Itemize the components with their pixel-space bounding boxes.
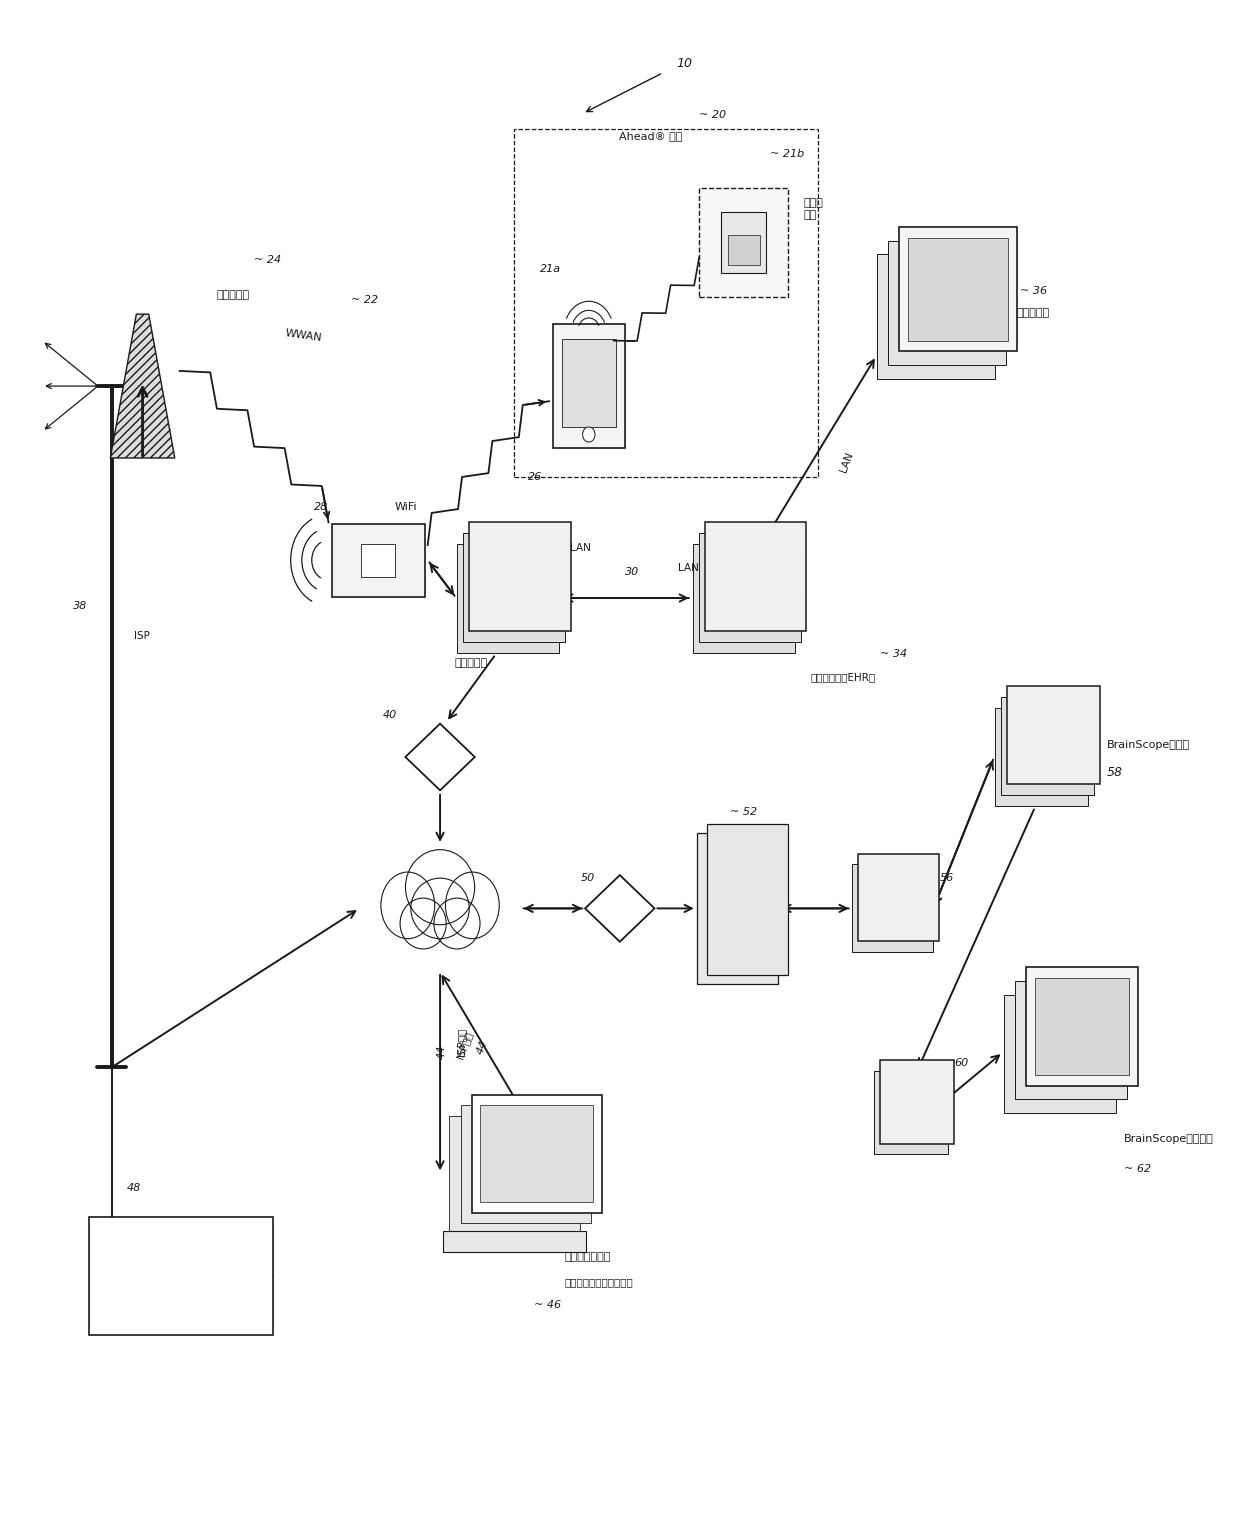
Text: WWAN: WWAN <box>284 329 322 344</box>
FancyBboxPatch shape <box>699 533 801 642</box>
FancyBboxPatch shape <box>458 544 559 653</box>
FancyBboxPatch shape <box>553 324 625 448</box>
Text: 外部数据查阅者: 外部数据查阅者 <box>564 1252 610 1261</box>
FancyBboxPatch shape <box>888 241 1006 365</box>
FancyBboxPatch shape <box>89 1217 273 1335</box>
FancyBboxPatch shape <box>704 522 806 631</box>
Text: LAN: LAN <box>569 544 590 553</box>
Ellipse shape <box>405 849 475 925</box>
Text: 60: 60 <box>955 1058 968 1067</box>
Polygon shape <box>585 875 655 942</box>
Text: ~ 20: ~ 20 <box>699 111 727 120</box>
Text: 10: 10 <box>676 58 692 70</box>
FancyBboxPatch shape <box>1004 995 1116 1113</box>
FancyBboxPatch shape <box>908 238 1008 341</box>
FancyBboxPatch shape <box>1001 696 1094 795</box>
FancyBboxPatch shape <box>471 1095 601 1213</box>
Text: ~ 46: ~ 46 <box>534 1301 562 1310</box>
Text: ISP连接: ISP连接 <box>454 1030 474 1060</box>
Ellipse shape <box>381 872 435 939</box>
Text: 44: 44 <box>475 1039 490 1057</box>
Text: web应用: web应用 <box>159 1270 203 1282</box>
Text: 机构服务器（EHR）: 机构服务器（EHR） <box>811 672 875 681</box>
Ellipse shape <box>410 878 469 939</box>
FancyBboxPatch shape <box>449 1116 579 1234</box>
FancyBboxPatch shape <box>1016 981 1127 1099</box>
Text: 小区发射塔: 小区发射塔 <box>217 291 250 300</box>
Text: 额外传
感器: 额外传 感器 <box>804 198 823 220</box>
FancyBboxPatch shape <box>1035 978 1130 1075</box>
Text: ~ 21b: ~ 21b <box>770 150 805 159</box>
FancyBboxPatch shape <box>464 533 565 642</box>
Text: ISP连接: ISP连接 <box>456 1028 466 1055</box>
FancyBboxPatch shape <box>1027 967 1138 1086</box>
Text: 30: 30 <box>625 568 640 577</box>
FancyBboxPatch shape <box>1007 686 1100 784</box>
Text: 56: 56 <box>940 874 954 883</box>
Text: 32: 32 <box>394 536 409 545</box>
Text: ISP: ISP <box>134 631 150 640</box>
FancyBboxPatch shape <box>722 212 766 273</box>
Text: ~ 24: ~ 24 <box>254 256 281 265</box>
Text: LAN: LAN <box>838 450 854 474</box>
FancyBboxPatch shape <box>852 864 932 952</box>
FancyBboxPatch shape <box>443 1231 585 1252</box>
Text: ~ 36: ~ 36 <box>1021 286 1048 295</box>
FancyBboxPatch shape <box>469 522 570 631</box>
FancyBboxPatch shape <box>899 227 1017 351</box>
Text: 21a: 21a <box>539 265 560 274</box>
Text: LAN: LAN <box>914 1119 934 1128</box>
FancyBboxPatch shape <box>707 824 787 975</box>
Text: WiFi: WiFi <box>394 503 417 512</box>
Text: BrainScope服务器: BrainScope服务器 <box>1107 740 1190 749</box>
Text: ~ 62: ~ 62 <box>1125 1164 1152 1173</box>
FancyBboxPatch shape <box>460 1105 590 1223</box>
FancyBboxPatch shape <box>361 544 396 577</box>
FancyBboxPatch shape <box>877 254 994 378</box>
Ellipse shape <box>401 898 446 949</box>
Text: 机构查阅者: 机构查阅者 <box>1017 309 1049 318</box>
FancyBboxPatch shape <box>697 833 777 984</box>
FancyBboxPatch shape <box>880 1060 955 1143</box>
Text: 44: 44 <box>436 1045 446 1060</box>
Text: 50: 50 <box>580 874 595 883</box>
Text: LAN: LAN <box>677 563 698 572</box>
Text: ~ 52: ~ 52 <box>730 807 758 816</box>
Polygon shape <box>110 315 175 457</box>
Text: 26: 26 <box>528 472 543 481</box>
Text: 28: 28 <box>314 503 329 512</box>
Text: 40: 40 <box>382 710 397 719</box>
FancyBboxPatch shape <box>699 188 789 297</box>
FancyBboxPatch shape <box>331 524 424 597</box>
FancyBboxPatch shape <box>562 339 616 427</box>
Text: BrainScope数据分析: BrainScope数据分析 <box>1125 1134 1214 1143</box>
Text: 38: 38 <box>73 601 88 610</box>
Text: 48: 48 <box>126 1184 141 1193</box>
Text: Ahead® 装置: Ahead® 装置 <box>619 132 682 141</box>
Text: BSC防火墙: BSC防火墙 <box>724 828 764 837</box>
FancyBboxPatch shape <box>858 854 939 942</box>
FancyBboxPatch shape <box>728 235 760 265</box>
Text: 因特网: 因特网 <box>429 902 450 914</box>
FancyBboxPatch shape <box>994 709 1087 805</box>
Text: （医院管理人员、医生）: （医院管理人员、医生） <box>564 1278 632 1287</box>
FancyBboxPatch shape <box>693 544 795 653</box>
Text: ~ 34: ~ 34 <box>880 650 908 659</box>
FancyBboxPatch shape <box>874 1072 949 1154</box>
Text: ~ 22: ~ 22 <box>351 295 378 304</box>
Text: 机构防火墙: 机构防火墙 <box>455 659 487 668</box>
Polygon shape <box>405 724 475 790</box>
FancyBboxPatch shape <box>480 1105 593 1202</box>
Circle shape <box>583 427 595 442</box>
Ellipse shape <box>445 872 500 939</box>
Ellipse shape <box>434 898 480 949</box>
Text: 58: 58 <box>1107 766 1123 778</box>
